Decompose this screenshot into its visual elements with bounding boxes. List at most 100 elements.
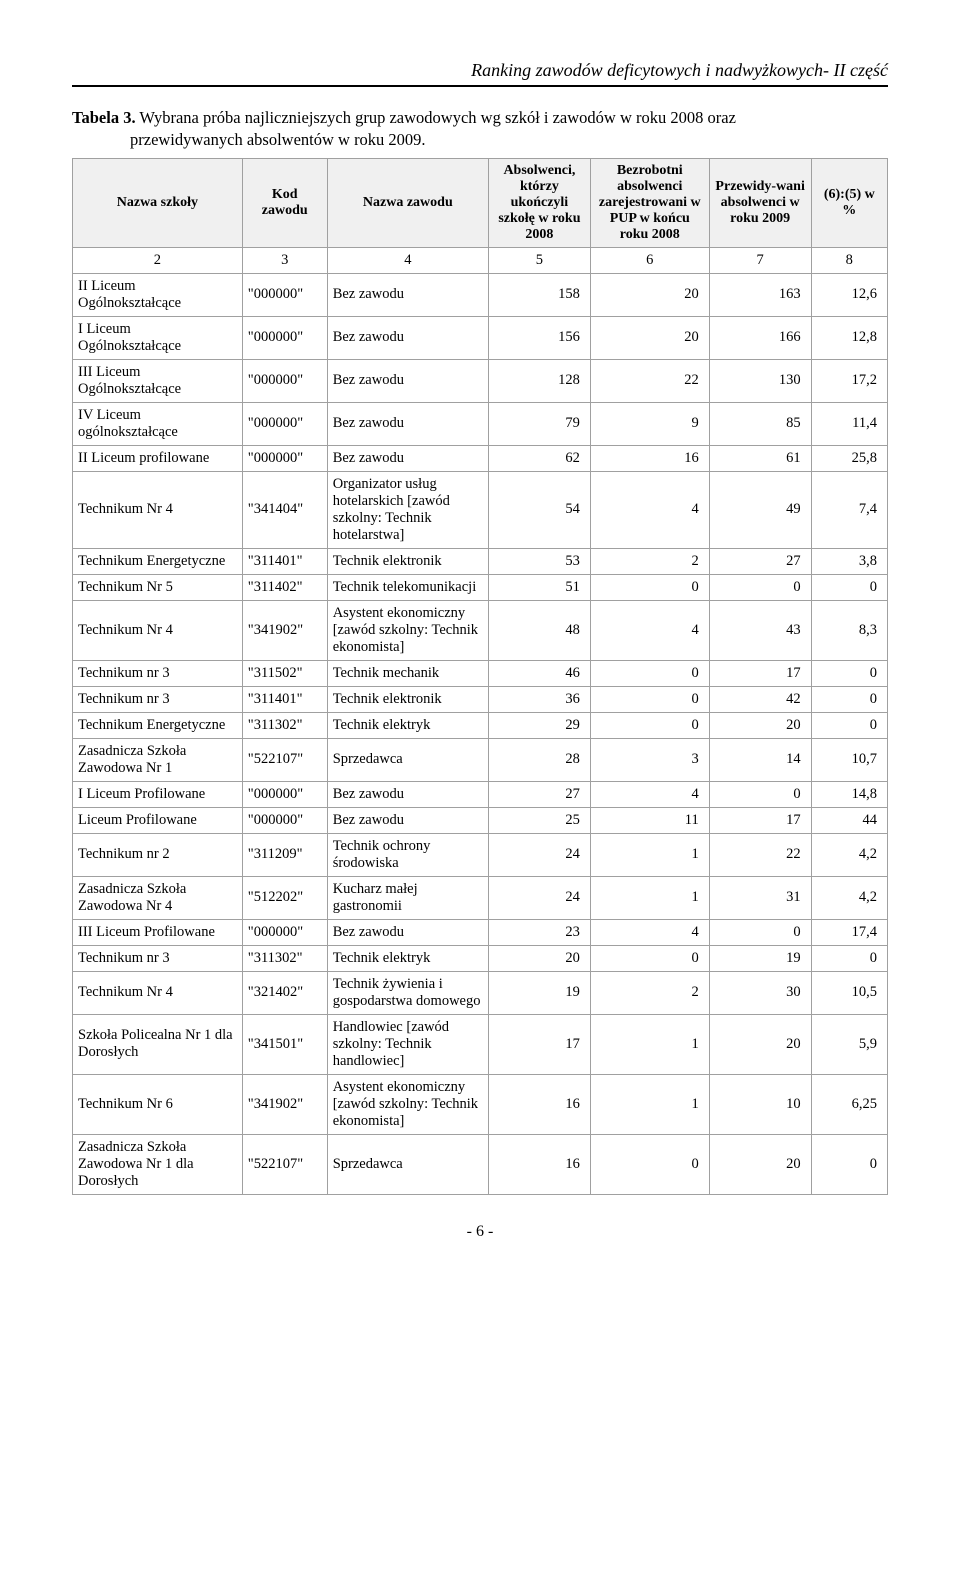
table-row: Technikum Nr 4"321402"Technik żywienia i… bbox=[73, 971, 888, 1014]
prof-cell: Organizator usług hotelarskich [zawód sz… bbox=[327, 471, 488, 548]
code-cell: "311209" bbox=[242, 833, 327, 876]
table-row: Liceum Profilowane"000000"Bez zawodu2511… bbox=[73, 807, 888, 833]
prof-cell: Sprzedawca bbox=[327, 738, 488, 781]
code-cell: "311402" bbox=[242, 574, 327, 600]
code-cell: "311502" bbox=[242, 660, 327, 686]
prof-cell: Bez zawodu bbox=[327, 807, 488, 833]
table-header-row: Nazwa szkoły Kod zawodu Nazwa zawodu Abs… bbox=[73, 158, 888, 247]
bez-cell: 4 bbox=[590, 919, 709, 945]
code-cell: "000000" bbox=[242, 359, 327, 402]
pct-cell: 0 bbox=[811, 686, 887, 712]
prz-cell: 10 bbox=[709, 1074, 811, 1134]
pct-cell: 0 bbox=[811, 945, 887, 971]
pct-cell: 12,6 bbox=[811, 273, 887, 316]
bez-cell: 16 bbox=[590, 445, 709, 471]
code-cell: "000000" bbox=[242, 807, 327, 833]
school-cell: III Liceum Ogólnokształcące bbox=[73, 359, 243, 402]
bez-cell: 2 bbox=[590, 971, 709, 1014]
prz-cell: 20 bbox=[709, 712, 811, 738]
code-cell: "311302" bbox=[242, 712, 327, 738]
school-cell: Technikum nr 3 bbox=[73, 686, 243, 712]
prz-cell: 166 bbox=[709, 316, 811, 359]
th-school: Nazwa szkoły bbox=[73, 158, 243, 247]
pct-cell: 14,8 bbox=[811, 781, 887, 807]
colnum-cell: 2 bbox=[73, 247, 243, 273]
data-table: Nazwa szkoły Kod zawodu Nazwa zawodu Abs… bbox=[72, 158, 888, 1195]
prof-cell: Bez zawodu bbox=[327, 445, 488, 471]
grad-cell: 16 bbox=[488, 1074, 590, 1134]
prof-cell: Bez zawodu bbox=[327, 781, 488, 807]
school-cell: Zasadnicza Szkoła Zawodowa Nr 1 bbox=[73, 738, 243, 781]
prof-cell: Bez zawodu bbox=[327, 402, 488, 445]
school-cell: Technikum Nr 4 bbox=[73, 471, 243, 548]
bez-cell: 20 bbox=[590, 273, 709, 316]
prof-cell: Bez zawodu bbox=[327, 359, 488, 402]
pct-cell: 12,8 bbox=[811, 316, 887, 359]
table-row: I Liceum Ogólnokształcące"000000"Bez zaw… bbox=[73, 316, 888, 359]
prof-cell: Technik elektryk bbox=[327, 712, 488, 738]
pct-cell: 0 bbox=[811, 660, 887, 686]
table-row: Technikum Nr 4"341404"Organizator usług … bbox=[73, 471, 888, 548]
prz-cell: 163 bbox=[709, 273, 811, 316]
bez-cell: 4 bbox=[590, 781, 709, 807]
school-cell: Zasadnicza Szkoła Zawodowa Nr 1 dla Doro… bbox=[73, 1134, 243, 1194]
caption-prefix: Tabela 3. bbox=[72, 108, 136, 127]
table-row: Technikum Nr 4"341902"Asystent ekonomicz… bbox=[73, 600, 888, 660]
pct-cell: 4,2 bbox=[811, 833, 887, 876]
school-cell: Szkoła Policealna Nr 1 dla Dorosłych bbox=[73, 1014, 243, 1074]
code-cell: "000000" bbox=[242, 445, 327, 471]
table-row: III Liceum Ogólnokształcące"000000"Bez z… bbox=[73, 359, 888, 402]
colnum-cell: 3 bbox=[242, 247, 327, 273]
code-cell: "000000" bbox=[242, 781, 327, 807]
page: Ranking zawodów deficytowych i nadwyżkow… bbox=[0, 0, 960, 1281]
grad-cell: 48 bbox=[488, 600, 590, 660]
prz-cell: 30 bbox=[709, 971, 811, 1014]
table-caption: Tabela 3. Wybrana próba najliczniejszych… bbox=[72, 107, 888, 152]
grad-cell: 54 bbox=[488, 471, 590, 548]
prz-cell: 42 bbox=[709, 686, 811, 712]
bez-cell: 22 bbox=[590, 359, 709, 402]
bez-cell: 0 bbox=[590, 660, 709, 686]
pct-cell: 3,8 bbox=[811, 548, 887, 574]
prof-cell: Handlowiec [zawód szkolny: Technik handl… bbox=[327, 1014, 488, 1074]
table-row: Technikum nr 2"311209"Technik ochrony śr… bbox=[73, 833, 888, 876]
code-cell: "311401" bbox=[242, 686, 327, 712]
school-cell: Technikum nr 2 bbox=[73, 833, 243, 876]
grad-cell: 158 bbox=[488, 273, 590, 316]
code-cell: "000000" bbox=[242, 273, 327, 316]
table-row: III Liceum Profilowane"000000"Bez zawodu… bbox=[73, 919, 888, 945]
prz-cell: 19 bbox=[709, 945, 811, 971]
code-cell: "522107" bbox=[242, 1134, 327, 1194]
prof-cell: Technik mechanik bbox=[327, 660, 488, 686]
bez-cell: 1 bbox=[590, 1014, 709, 1074]
grad-cell: 53 bbox=[488, 548, 590, 574]
bez-cell: 9 bbox=[590, 402, 709, 445]
prz-cell: 85 bbox=[709, 402, 811, 445]
code-cell: "341404" bbox=[242, 471, 327, 548]
bez-cell: 3 bbox=[590, 738, 709, 781]
table-row: Szkoła Policealna Nr 1 dla Dorosłych"341… bbox=[73, 1014, 888, 1074]
school-cell: Technikum Nr 5 bbox=[73, 574, 243, 600]
school-cell: Technikum Energetyczne bbox=[73, 712, 243, 738]
pct-cell: 0 bbox=[811, 1134, 887, 1194]
school-cell: III Liceum Profilowane bbox=[73, 919, 243, 945]
colnum-cell: 6 bbox=[590, 247, 709, 273]
caption-line2: przewidywanych absolwentów w roku 2009. bbox=[72, 130, 426, 149]
pct-cell: 7,4 bbox=[811, 471, 887, 548]
pct-cell: 0 bbox=[811, 574, 887, 600]
code-cell: "512202" bbox=[242, 876, 327, 919]
table-row: Technikum nr 3"311401"Technik elektronik… bbox=[73, 686, 888, 712]
bez-cell: 20 bbox=[590, 316, 709, 359]
prz-cell: 14 bbox=[709, 738, 811, 781]
code-cell: "311302" bbox=[242, 945, 327, 971]
school-cell: Technikum Energetyczne bbox=[73, 548, 243, 574]
grad-cell: 20 bbox=[488, 945, 590, 971]
pct-cell: 10,7 bbox=[811, 738, 887, 781]
bez-cell: 0 bbox=[590, 712, 709, 738]
pct-cell: 4,2 bbox=[811, 876, 887, 919]
prz-cell: 17 bbox=[709, 660, 811, 686]
code-cell: "341902" bbox=[242, 1074, 327, 1134]
th-unemployed: Bezrobotni absolwenci zarejestrowani w P… bbox=[590, 158, 709, 247]
prz-cell: 20 bbox=[709, 1134, 811, 1194]
pct-cell: 8,3 bbox=[811, 600, 887, 660]
